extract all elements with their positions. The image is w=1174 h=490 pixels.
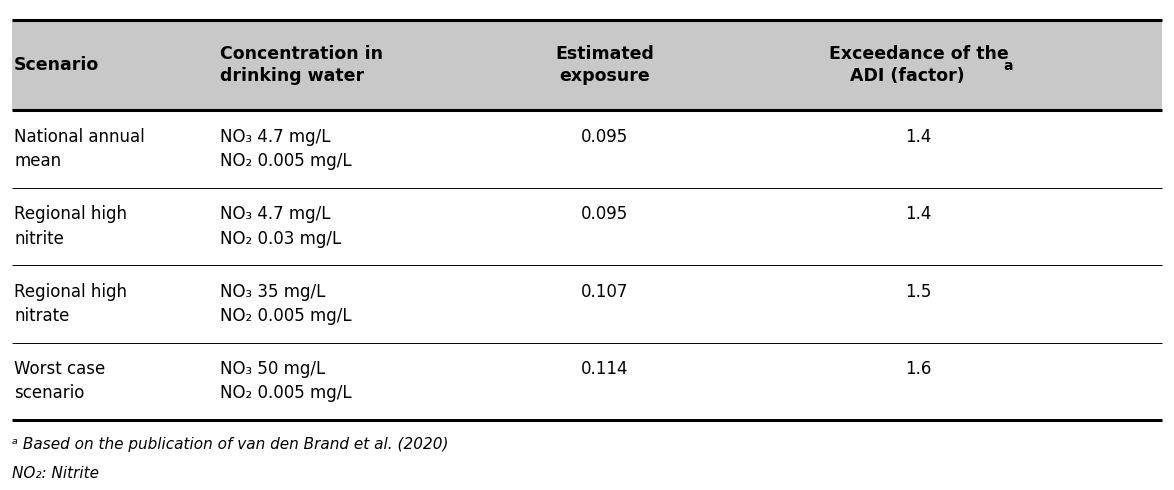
Text: NO₃ 50 mg/L: NO₃ 50 mg/L <box>220 360 325 378</box>
Text: Regional high: Regional high <box>14 205 127 223</box>
Text: nitrite: nitrite <box>14 230 63 247</box>
Text: Worst case: Worst case <box>14 360 106 378</box>
Text: 1.4: 1.4 <box>905 128 932 146</box>
Text: Scenario: Scenario <box>14 56 100 74</box>
Text: 0.095: 0.095 <box>581 205 628 223</box>
Text: 1.6: 1.6 <box>905 360 932 378</box>
Text: NO₃ 35 mg/L: NO₃ 35 mg/L <box>220 283 325 300</box>
Text: exposure: exposure <box>559 67 650 85</box>
Text: drinking water: drinking water <box>220 67 364 85</box>
Bar <box>12 20 1162 110</box>
Text: ADI (factor): ADI (factor) <box>850 67 964 85</box>
Text: 1.5: 1.5 <box>905 283 932 300</box>
Text: NO₂ 0.005 mg/L: NO₂ 0.005 mg/L <box>220 152 351 170</box>
Text: Exceedance of the: Exceedance of the <box>829 45 1008 63</box>
Text: nitrate: nitrate <box>14 307 69 325</box>
Text: NO₂ 0.005 mg/L: NO₂ 0.005 mg/L <box>220 385 351 402</box>
Text: ᵃ Based on the publication of van den Brand et al. (2020): ᵃ Based on the publication of van den Br… <box>12 437 448 452</box>
Text: Concentration in: Concentration in <box>220 45 383 63</box>
Text: NO₃ 4.7 mg/L: NO₃ 4.7 mg/L <box>220 205 330 223</box>
Text: NO₂ 0.03 mg/L: NO₂ 0.03 mg/L <box>220 230 340 247</box>
Text: NO₃ 4.7 mg/L: NO₃ 4.7 mg/L <box>220 128 330 146</box>
Text: a: a <box>1003 59 1013 74</box>
Text: 1.4: 1.4 <box>905 205 932 223</box>
Text: National annual: National annual <box>14 128 144 146</box>
Text: scenario: scenario <box>14 385 85 402</box>
Text: NO₂ 0.005 mg/L: NO₂ 0.005 mg/L <box>220 307 351 325</box>
Text: 0.107: 0.107 <box>581 283 628 300</box>
Text: NO₂: Nitrite: NO₂: Nitrite <box>12 466 99 481</box>
Text: mean: mean <box>14 152 61 170</box>
Text: Estimated: Estimated <box>555 45 654 63</box>
Text: Regional high: Regional high <box>14 283 127 300</box>
Text: 0.114: 0.114 <box>581 360 628 378</box>
Text: 0.095: 0.095 <box>581 128 628 146</box>
